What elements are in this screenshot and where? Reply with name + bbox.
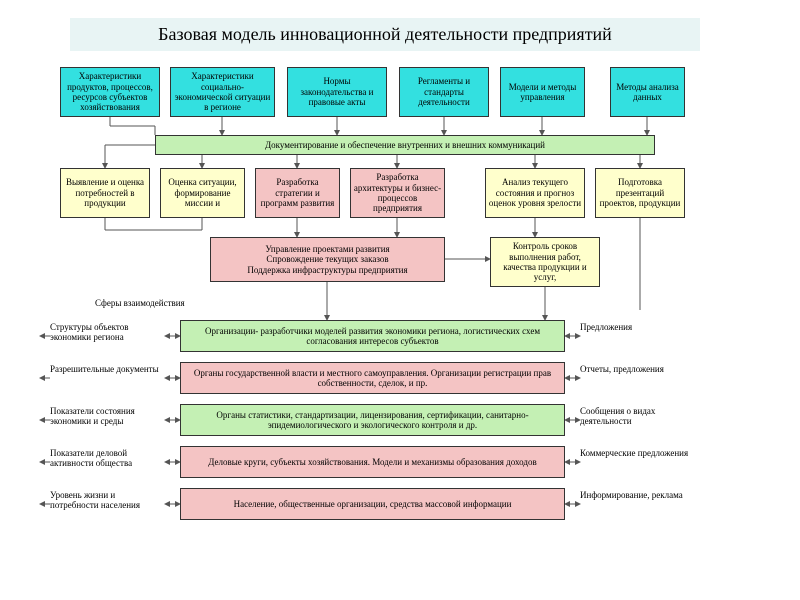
process-box-2: Оценка ситуации, формирование миссии и xyxy=(160,168,245,218)
sphere-label: Сферы взаимодействия xyxy=(95,298,185,308)
process-box-1: Выявление и оценка потребностей в продук… xyxy=(60,168,150,218)
process-box-3: Разработка стратегии и программ развития xyxy=(255,168,340,218)
left-label-2: Разрешительные документы xyxy=(50,364,165,374)
input-box-6: Методы анализа данных xyxy=(610,67,685,117)
diagram-title: Базовая модель инновационной деятельност… xyxy=(70,18,700,51)
right-label-3: Сообщения о видах деятельности xyxy=(580,406,700,427)
right-label-2: Отчеты, предложения xyxy=(580,364,700,374)
management-box: Управление проектами развития Спровожден… xyxy=(210,237,445,282)
interaction-bar-3: Органы статистики, стандартизации, лицен… xyxy=(180,404,565,436)
documentation-box: Документирование и обеспечение внутренни… xyxy=(155,135,655,155)
left-label-4: Показатели деловой активности общества xyxy=(50,448,165,469)
interaction-bar-1: Организации- разработчики моделей развит… xyxy=(180,320,565,352)
process-box-4: Разработка архитектуры и бизнес-процессо… xyxy=(350,168,445,218)
input-box-1: Характеристики продуктов, процессов, рес… xyxy=(60,67,160,117)
right-label-5: Информирование, реклама xyxy=(580,490,700,500)
input-box-2: Характеристики социально-экономической с… xyxy=(170,67,275,117)
left-label-3: Показатели состояния экономики и среды xyxy=(50,406,165,427)
left-label-5: Уровень жизни и потребности населения xyxy=(50,490,165,511)
right-label-1: Предложения xyxy=(580,322,700,332)
input-box-5: Модели и методы управления xyxy=(500,67,585,117)
input-box-4: Регламенты и стандарты деятельности xyxy=(399,67,489,117)
process-box-5: Анализ текущего состояния и прогноз оцен… xyxy=(485,168,585,218)
process-box-6: Подготовка презентаций проектов, продукц… xyxy=(595,168,685,218)
input-box-3: Нормы законодательства и правовые акты xyxy=(287,67,387,117)
left-label-1: Структуры объектов экономики региона xyxy=(50,322,165,343)
control-box: Контроль сроков выполнения работ, качест… xyxy=(490,237,600,287)
interaction-bar-2: Органы государственной власти и местного… xyxy=(180,362,565,394)
interaction-bar-4: Деловые круги, субъекты хозяйствования. … xyxy=(180,446,565,478)
right-label-4: Коммерческие предложения xyxy=(580,448,700,458)
interaction-bar-5: Население, общественные организации, сре… xyxy=(180,488,565,520)
